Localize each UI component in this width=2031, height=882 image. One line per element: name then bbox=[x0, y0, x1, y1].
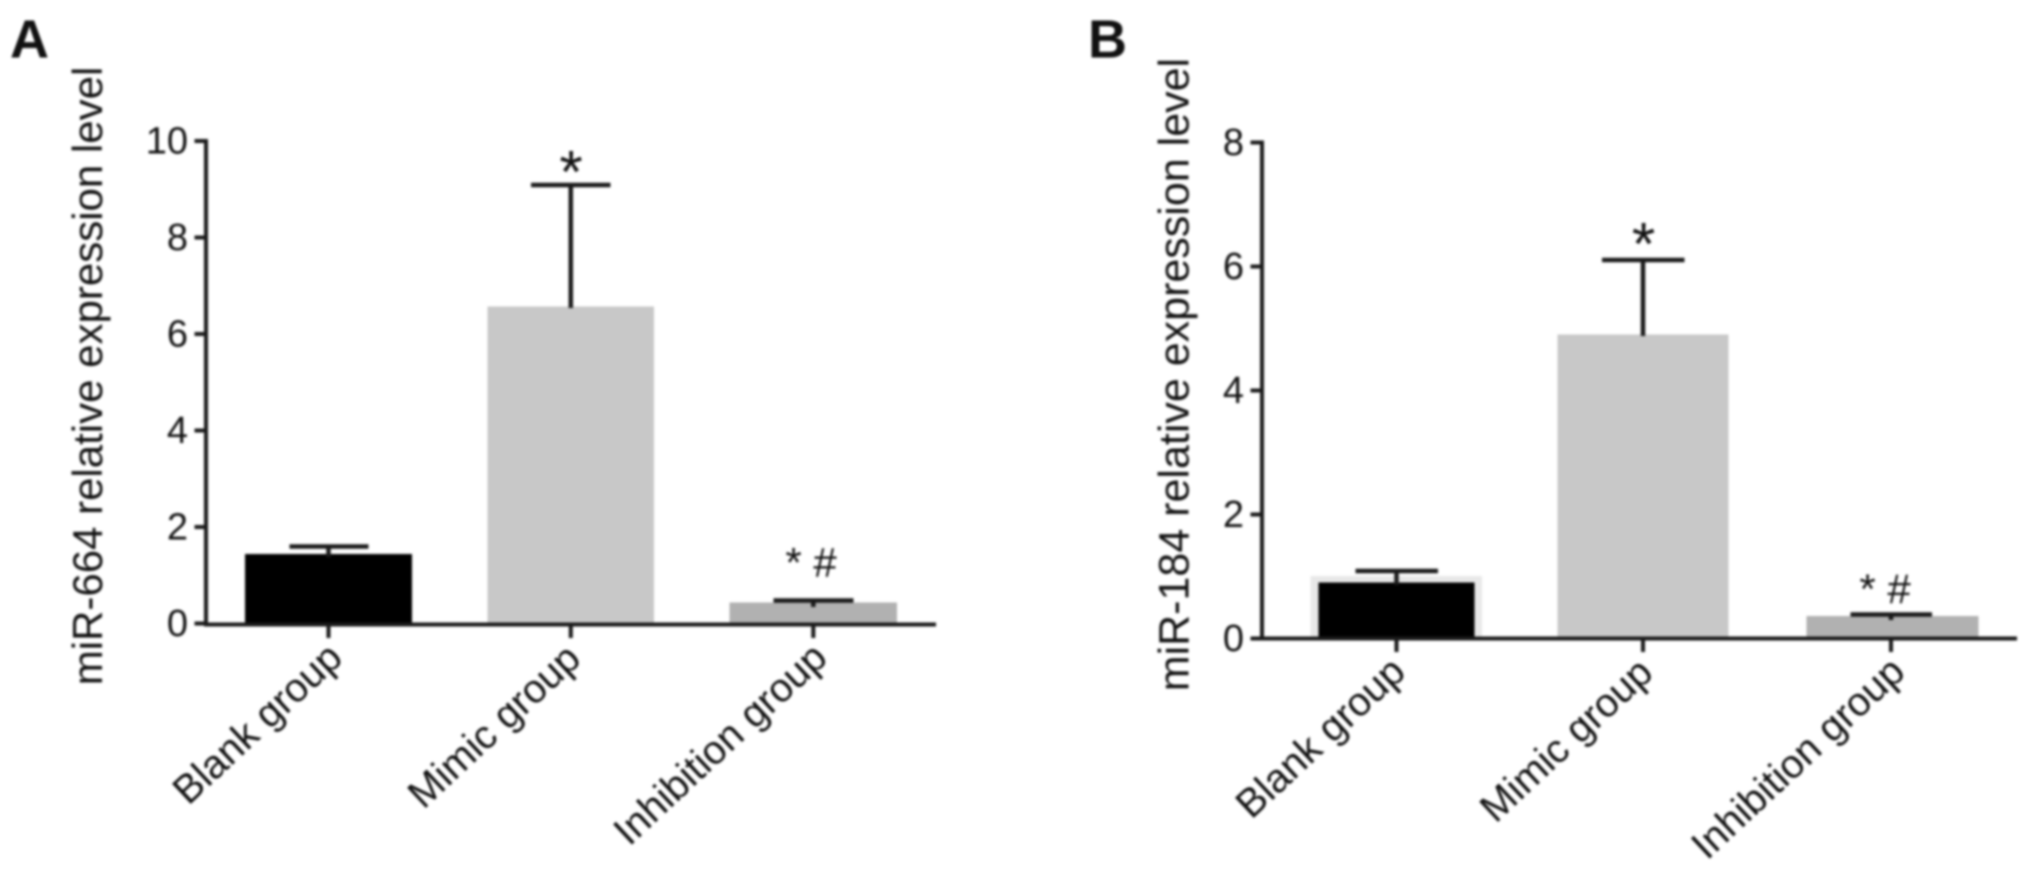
svg-text:0: 0 bbox=[1223, 618, 1244, 660]
svg-text:2: 2 bbox=[1223, 494, 1244, 536]
svg-text:6: 6 bbox=[167, 313, 188, 355]
svg-text:*: * bbox=[1632, 211, 1655, 278]
svg-text:8: 8 bbox=[1223, 122, 1244, 164]
svg-text:4: 4 bbox=[1223, 370, 1244, 412]
svg-text:4: 4 bbox=[167, 410, 188, 452]
svg-text:* #: * # bbox=[1859, 566, 1911, 613]
svg-text:2: 2 bbox=[167, 506, 188, 548]
svg-text:miR-664 relative expression le: miR-664 relative expression level bbox=[64, 67, 111, 686]
svg-text:miR-184 relative expression le: miR-184 relative expression level bbox=[1150, 58, 1198, 691]
svg-text:*: * bbox=[559, 139, 582, 206]
svg-text:6: 6 bbox=[1223, 246, 1244, 288]
svg-text:A: A bbox=[10, 10, 49, 70]
svg-text:B: B bbox=[1088, 10, 1127, 70]
svg-text:10: 10 bbox=[146, 120, 188, 162]
svg-text:8: 8 bbox=[167, 217, 188, 259]
svg-text:* #: * # bbox=[785, 539, 837, 586]
svg-text:0: 0 bbox=[167, 603, 188, 645]
